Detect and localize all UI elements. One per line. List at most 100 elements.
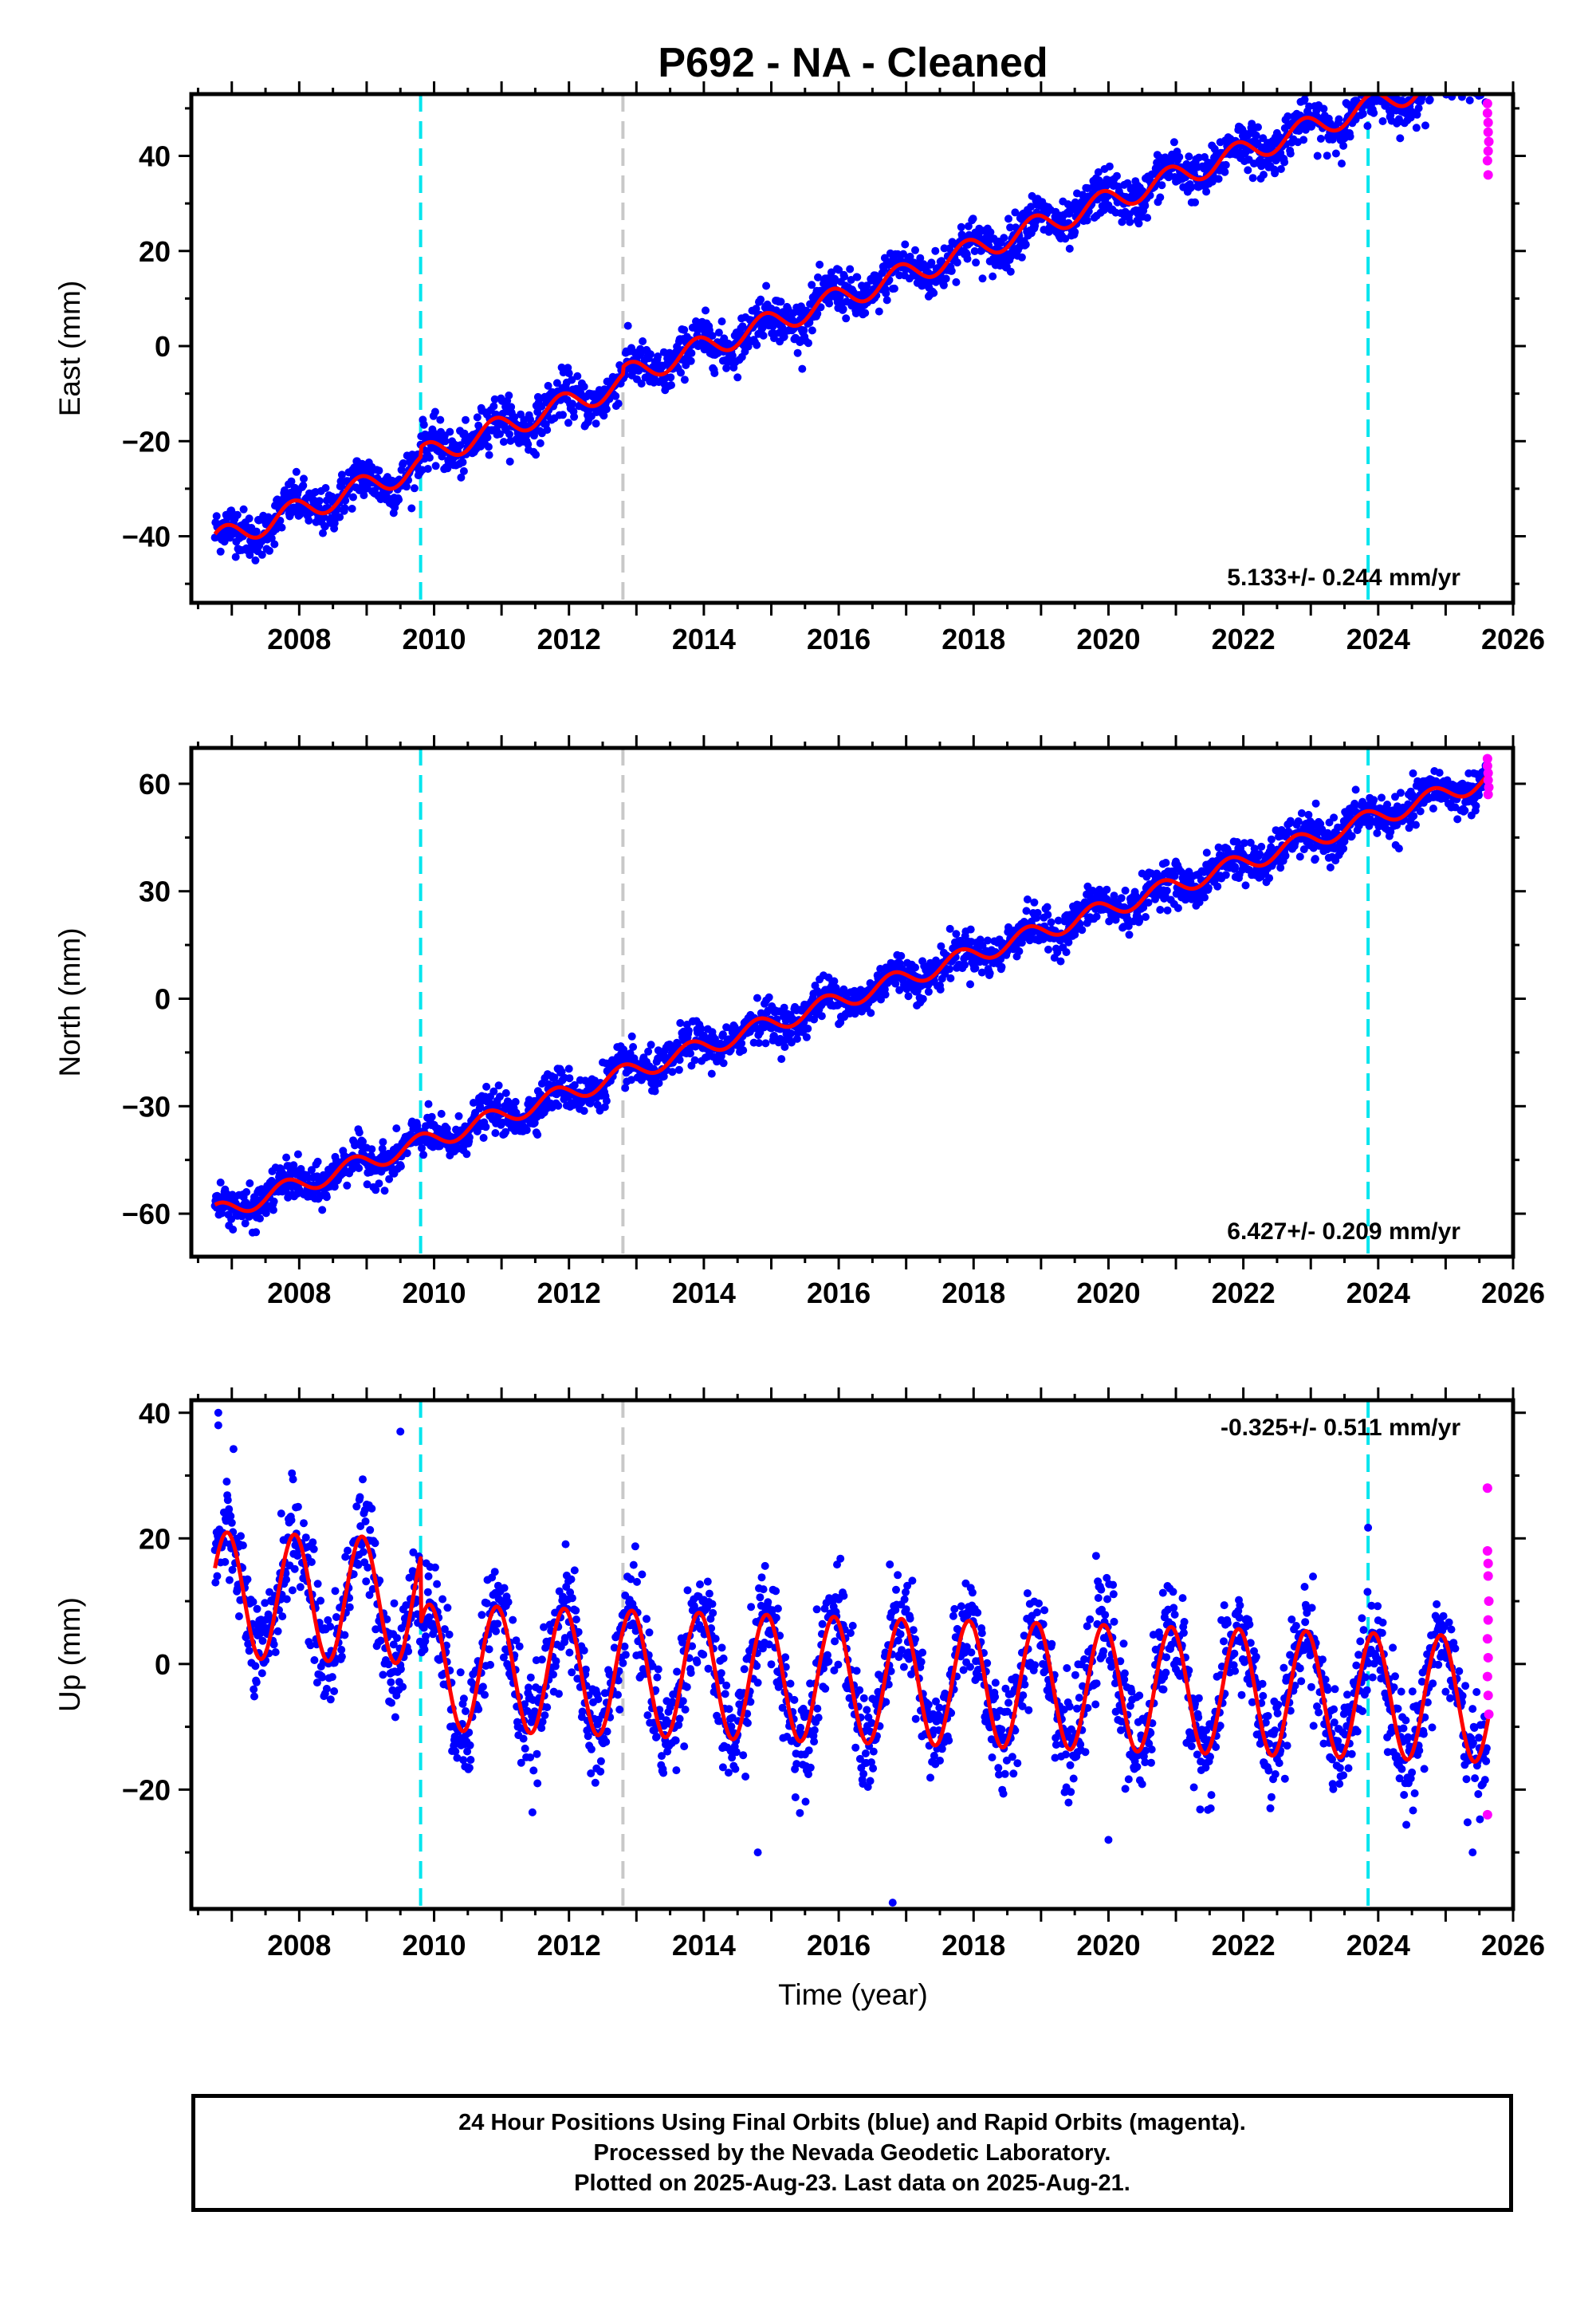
east-final-point <box>714 329 723 337</box>
east-final-point <box>639 337 647 345</box>
east-final-point <box>543 426 552 435</box>
north-final-point <box>1281 852 1290 860</box>
east-x-tick-label: 2020 <box>1076 623 1140 655</box>
east-final-point <box>1429 73 1437 81</box>
north-final-point <box>1373 828 1382 837</box>
east-final-point <box>220 537 229 546</box>
north-final-point <box>252 1228 261 1237</box>
east-x-tick-label: 2026 <box>1481 623 1545 655</box>
east-final-point <box>505 457 514 466</box>
east-final-point <box>1256 155 1264 164</box>
east-final-point <box>1433 47 1441 55</box>
east-final-point <box>1271 169 1280 178</box>
east-final-point <box>753 340 761 349</box>
north-final-point <box>753 994 761 1002</box>
north-panel: 2008 2010 2012 2014 2016 2018 2020 2022 2024 2026… <box>53 735 1545 1309</box>
east-y-axis-label: East (mm) <box>53 281 86 417</box>
east-final-point <box>446 427 454 436</box>
north-final-point <box>375 1179 383 1188</box>
east-final-point <box>733 373 742 382</box>
north-final-point <box>1397 789 1405 797</box>
north-final-point <box>651 1087 659 1096</box>
east-final-point <box>1141 202 1150 210</box>
east-final-point <box>1185 152 1193 161</box>
north-y-tick-label: 30 <box>139 876 171 908</box>
east-final-point <box>431 462 440 470</box>
north-x-tick-label: 2020 <box>1076 1277 1140 1309</box>
east-final-point <box>717 317 726 326</box>
east-y-tick-label: 20 <box>139 235 171 268</box>
east-final-point <box>939 281 948 289</box>
east-final-point <box>1169 138 1178 147</box>
north-final-point <box>419 1151 428 1159</box>
east-final-point <box>239 505 248 514</box>
east-final-point <box>321 484 330 492</box>
east-final-point <box>646 350 655 359</box>
north-final-point <box>1056 957 1065 966</box>
east-final-point <box>964 222 973 230</box>
east-final-point <box>1464 67 1472 75</box>
north-final-point <box>777 1055 786 1064</box>
east-rapid-orbit-points <box>1482 98 1494 180</box>
east-final-point <box>989 272 997 281</box>
east-final-point <box>846 265 855 274</box>
east-final-point <box>911 246 919 254</box>
north-final-point <box>1202 848 1211 857</box>
east-rapid-point <box>1483 127 1493 137</box>
north-final-point <box>1351 785 1360 794</box>
east-final-point <box>1134 219 1143 228</box>
north-final-point <box>493 1101 502 1110</box>
east-final-point <box>1366 82 1374 90</box>
up-final-point <box>253 1604 261 1613</box>
east-final-point <box>1404 77 1412 85</box>
east-final-point <box>299 481 308 490</box>
north-final-point <box>1378 793 1386 802</box>
north-final-point <box>1412 821 1420 829</box>
east-final-point <box>1421 121 1429 130</box>
north-final-point <box>355 1128 364 1137</box>
north-final-point <box>229 1226 238 1234</box>
east-final-point <box>953 258 961 267</box>
east-final-point <box>1426 57 1434 65</box>
east-final-point <box>1358 109 1367 118</box>
east-final-point <box>1083 184 1092 192</box>
east-final-point <box>1477 57 1485 65</box>
east-final-point <box>246 551 254 559</box>
up-final-point <box>307 1558 316 1566</box>
east-final-point <box>666 373 675 382</box>
north-final-point <box>427 1112 436 1121</box>
east-final-point <box>839 305 847 313</box>
east-final-point <box>1094 168 1103 176</box>
north-final-point <box>496 1092 504 1101</box>
east-final-point <box>1280 158 1289 167</box>
east-final-point <box>1452 76 1460 84</box>
east-final-point <box>1430 62 1438 70</box>
north-final-point <box>1297 809 1306 817</box>
east-final-point <box>1313 152 1322 160</box>
east-final-point <box>212 512 221 521</box>
east-final-point <box>1434 66 1442 74</box>
east-final-point <box>1252 131 1260 140</box>
east-final-point <box>489 402 498 411</box>
east-final-point <box>1439 53 1447 61</box>
east-final-point <box>231 553 240 561</box>
east-final-point <box>1382 81 1390 89</box>
north-final-point <box>465 1133 474 1142</box>
east-final-point <box>680 376 689 384</box>
east-final-point <box>722 364 731 372</box>
east-final-point <box>1186 183 1195 192</box>
north-final-point <box>1267 835 1276 844</box>
east-final-point <box>1143 214 1152 222</box>
north-final-point <box>269 1197 278 1206</box>
east-final-point <box>568 376 576 384</box>
east-plot-area <box>210 47 1494 603</box>
up-final-point <box>277 1509 285 1518</box>
east-panel: 2008 2010 2012 2014 2016 2018 2020 2022 2024 2026… <box>53 47 1545 655</box>
east-final-point <box>1419 79 1427 87</box>
east-final-point <box>349 493 357 502</box>
east-final-point <box>287 477 296 486</box>
north-final-point <box>867 1009 875 1017</box>
north-x-tick-label: 2024 <box>1346 1277 1410 1309</box>
north-final-point <box>1044 911 1052 919</box>
north-final-point <box>482 1123 490 1131</box>
